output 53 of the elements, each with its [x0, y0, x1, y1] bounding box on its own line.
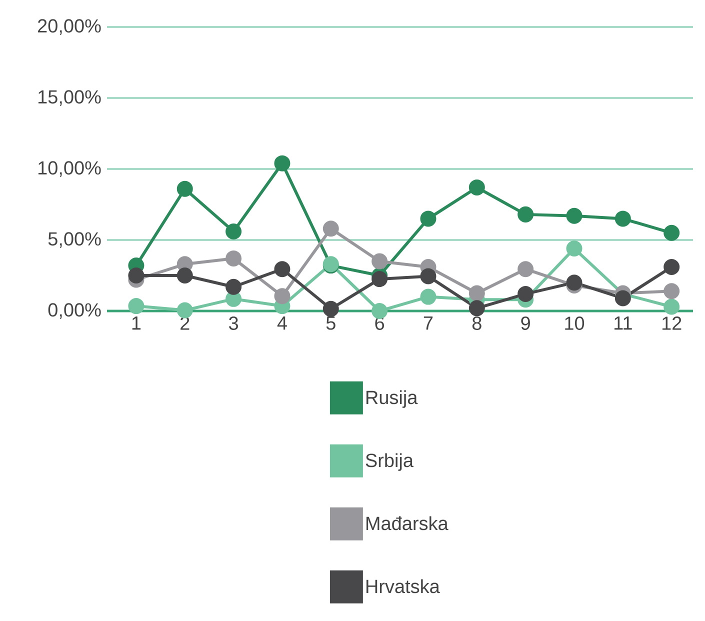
point: [372, 253, 388, 270]
point: [518, 286, 534, 302]
point: [614, 290, 631, 306]
point: [274, 288, 290, 304]
point: [566, 240, 582, 257]
point: [614, 210, 631, 227]
point: [372, 303, 388, 319]
point: [420, 268, 436, 284]
point: [176, 180, 193, 197]
point: [518, 261, 534, 278]
point: [518, 206, 534, 222]
y-tick-label: 0,00%: [48, 303, 101, 319]
x-tick-label: 8: [472, 316, 482, 330]
point: [226, 250, 242, 266]
y-tick-label: 10,00%: [38, 161, 101, 177]
y-tick-label: 20,00%: [38, 19, 101, 35]
point: [372, 271, 388, 288]
point: [566, 208, 582, 224]
legend-label: Hrvatska: [366, 579, 440, 594]
x-tick-label: 4: [277, 316, 287, 330]
point: [274, 261, 290, 278]
x-tick-label: 10: [565, 316, 584, 330]
point: [128, 298, 144, 314]
x-tick-label: 7: [424, 316, 433, 330]
point: [274, 155, 290, 172]
x-tick-label: 11: [614, 316, 632, 330]
point: [664, 298, 680, 315]
point: [176, 302, 193, 318]
point: [468, 179, 485, 196]
point: [176, 268, 193, 284]
point: [420, 210, 436, 227]
y-tick-label: 5,00%: [48, 232, 101, 248]
point: [322, 300, 339, 317]
legend-label: Srbija: [366, 453, 414, 471]
point: [420, 288, 436, 305]
point: [664, 258, 680, 275]
point: [322, 220, 339, 237]
point: [226, 223, 242, 240]
x-tick-label: 12: [662, 316, 682, 330]
legend-label: Rusija: [366, 390, 418, 408]
point: [128, 268, 144, 284]
point: [226, 278, 242, 295]
x-tick-label: 9: [521, 316, 530, 330]
point: [664, 224, 680, 241]
x-tick-label: 5: [326, 316, 336, 330]
x-tick-label: 3: [228, 316, 238, 330]
point: [468, 285, 485, 302]
legend-label: Mađarska: [366, 516, 448, 530]
y-tick-label: 15,00%: [38, 90, 101, 106]
point: [664, 283, 680, 300]
point: [226, 290, 242, 307]
point: [468, 300, 485, 316]
x-tick-label: 1: [132, 316, 141, 330]
